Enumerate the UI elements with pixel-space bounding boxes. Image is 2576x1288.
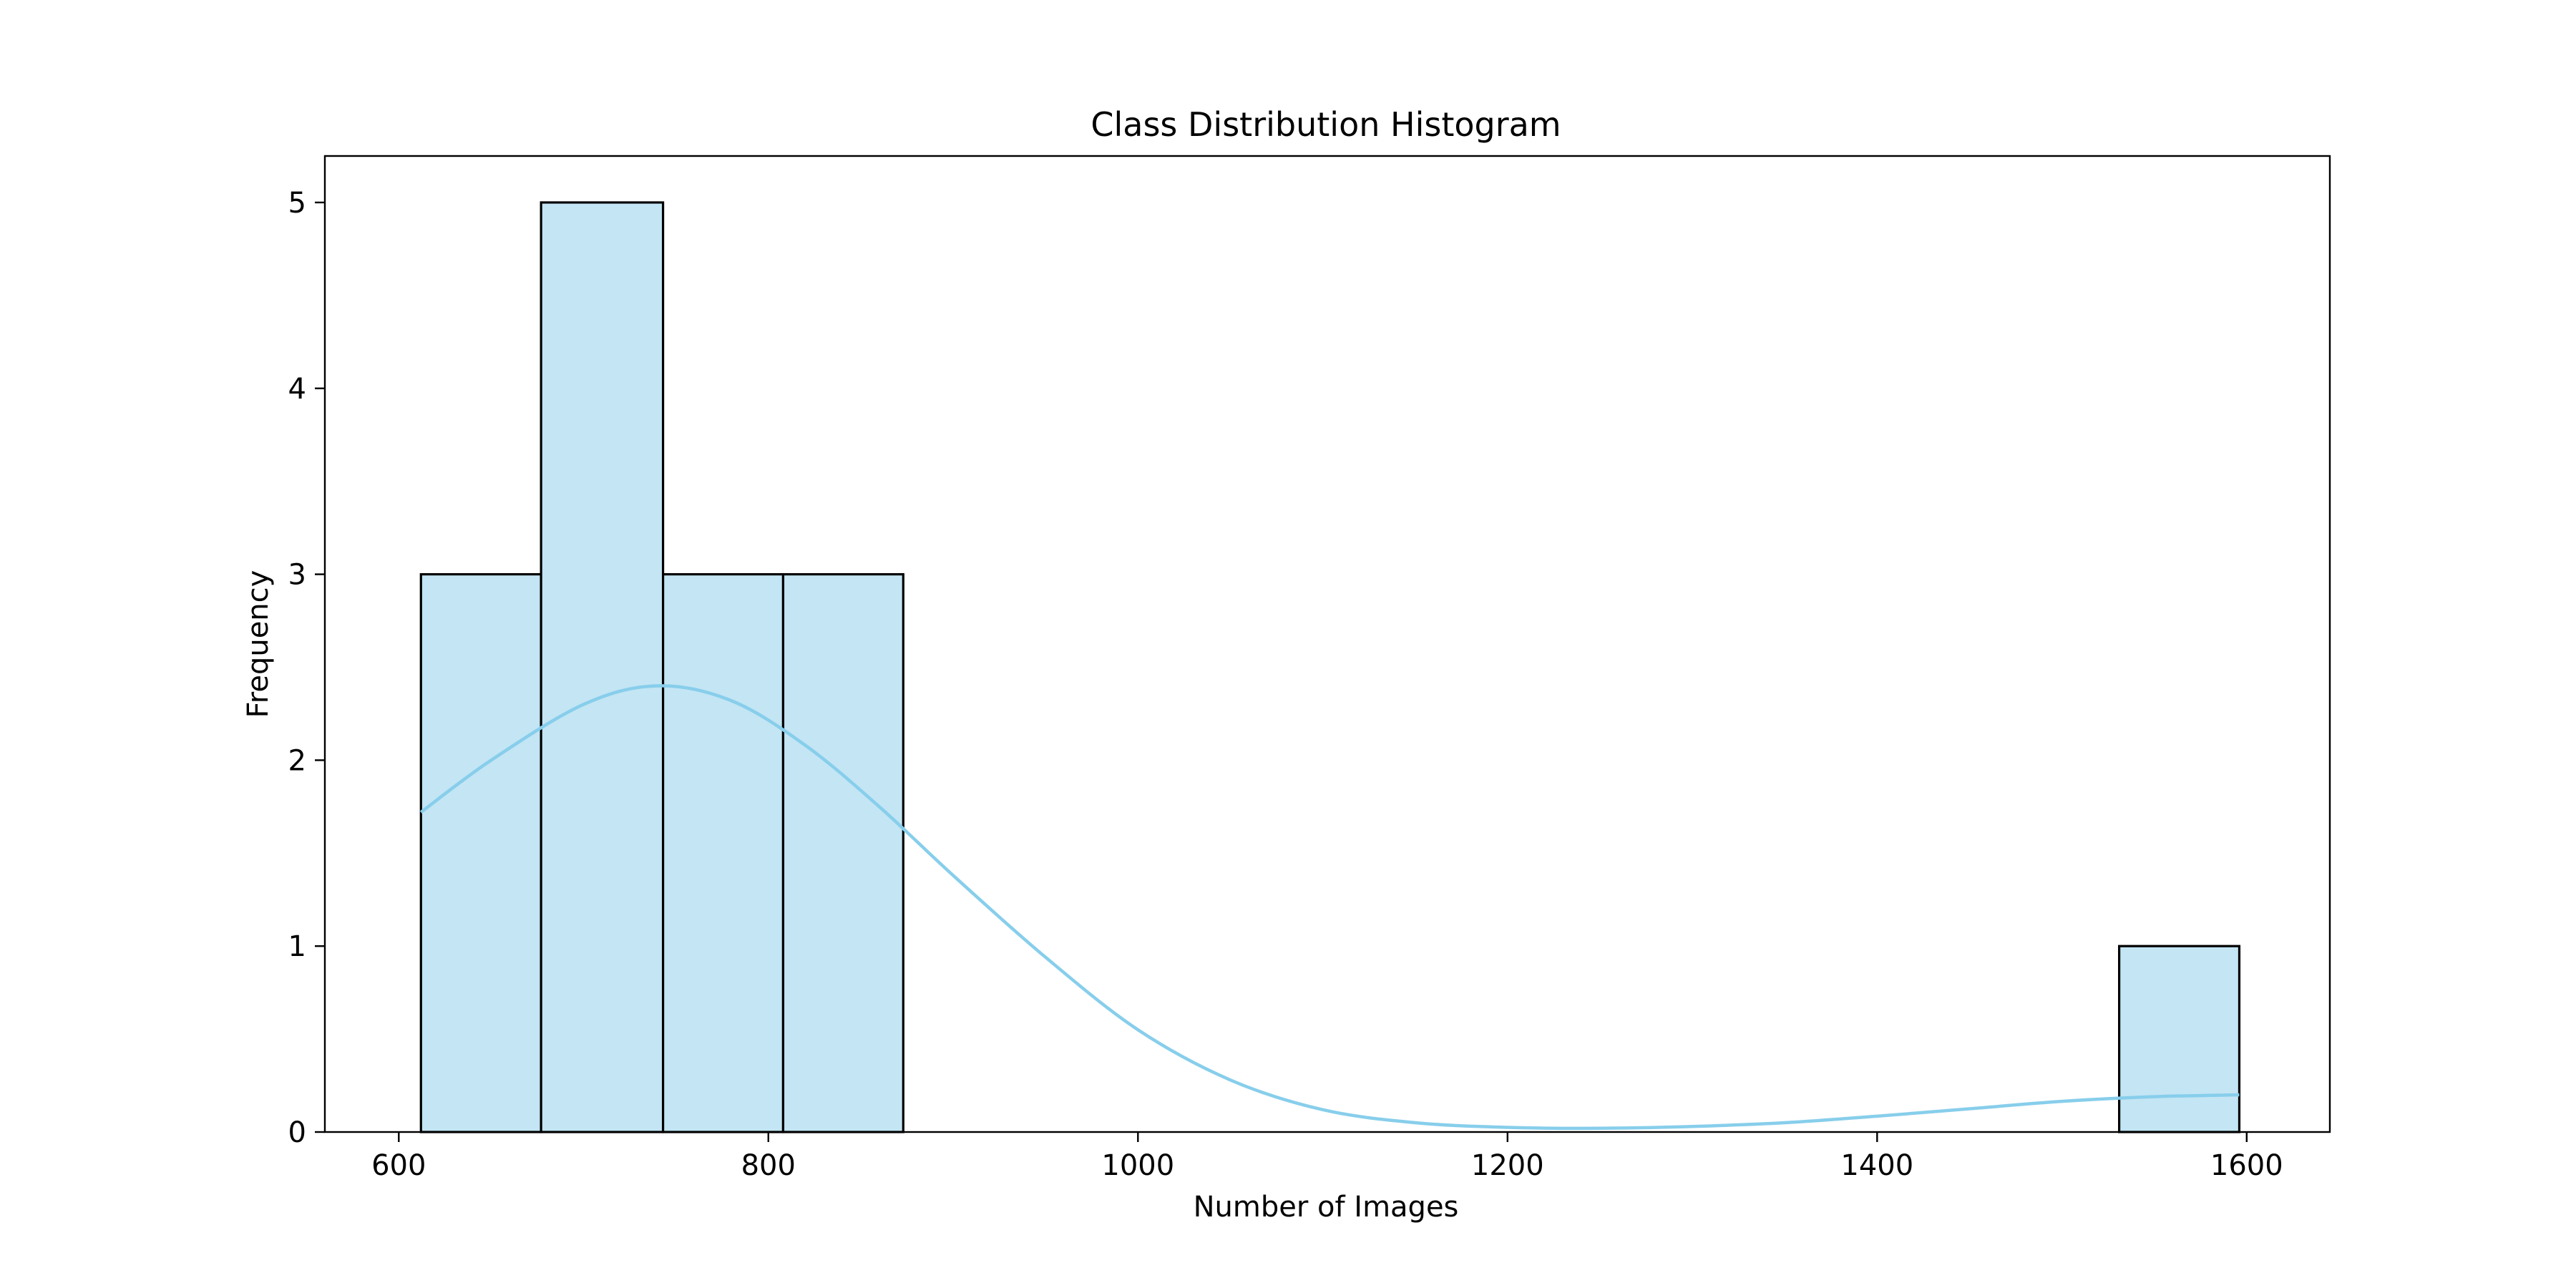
plot-frame: [323, 155, 2331, 1133]
y-tick-label: 0: [288, 1116, 306, 1149]
y-tick-label: 2: [288, 744, 306, 777]
histogram-bar-1: [419, 572, 542, 1133]
y-tick-label: 3: [288, 559, 306, 592]
y-tick-label: 5: [288, 187, 306, 220]
histogram-bar-4: [781, 572, 904, 1133]
x-axis-ticks: 600 800 1000 1200 1400 1600: [371, 1132, 2283, 1182]
histogram-bar-2: [540, 201, 665, 1133]
kde-curve: [419, 684, 2240, 1131]
x-axis-label: Number of Images: [1194, 1191, 1459, 1224]
x-tick-label: 1400: [1840, 1149, 1913, 1182]
y-tick-label: 1: [288, 930, 306, 963]
x-tick-label: 600: [371, 1149, 426, 1182]
x-tick-label: 1000: [1101, 1149, 1174, 1182]
histogram-bars: [419, 201, 2241, 1133]
histogram-bar-5: [2117, 945, 2241, 1133]
chart-title: Class Distribution Histogram: [1091, 105, 1561, 144]
y-tick-label: 4: [288, 373, 306, 406]
y-axis-ticks: 0 1 2 3 4 5: [288, 187, 325, 1149]
x-tick-label: 1200: [1471, 1149, 1544, 1182]
histogram-bar-3: [661, 572, 785, 1133]
x-tick-label: 1600: [2210, 1149, 2283, 1182]
kde-curve-layer: [419, 684, 2240, 1131]
x-tick-label: 800: [741, 1149, 796, 1182]
y-axis-label: Frequency: [242, 570, 275, 718]
